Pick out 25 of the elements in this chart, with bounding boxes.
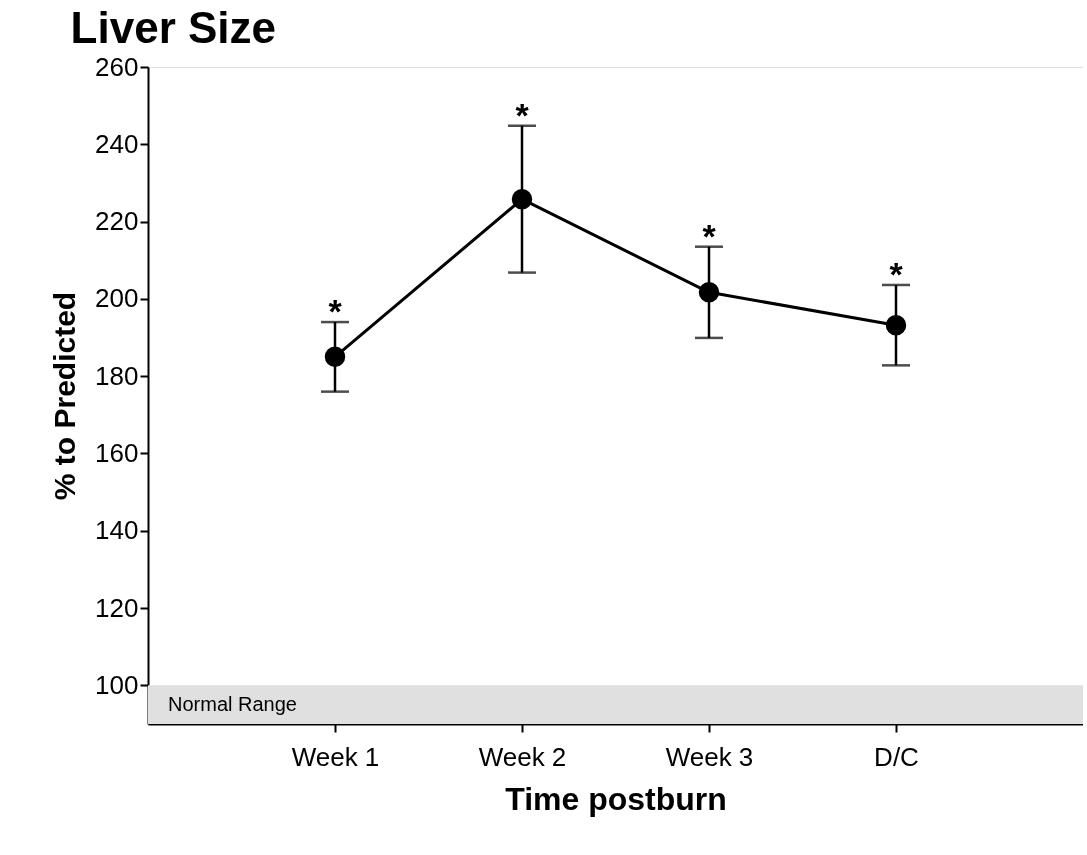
x-axis-title: Time postburn [505,780,727,817]
y-tick-label: 140 [95,515,139,546]
annotation: * [515,95,530,134]
y-axis-title: % to Predicted [48,291,82,501]
y-tick-label: 220 [95,206,139,237]
x-tick-label: Week 2 [478,741,567,772]
y-tick-label: 200 [95,283,139,314]
y-tick-label: 180 [95,360,139,391]
point [511,188,533,210]
x-tick-label: D/C [874,741,919,772]
y-tick-label: 120 [95,592,139,623]
band-label: Normal Range [168,692,297,715]
y-tick-label: 260 [95,51,139,82]
y-tick-label: 240 [95,128,139,159]
chart-title: Liver Size [70,3,277,52]
annotation: * [702,216,717,255]
point [324,346,346,368]
annotation: * [328,292,343,331]
annotation: * [889,254,904,293]
y-tick-label: 160 [95,437,139,468]
point [885,314,907,336]
x-tick-label: Week 3 [665,741,754,772]
point [698,282,720,303]
x-tick-label: Week 1 [291,741,380,772]
y-tick-label: 100 [95,669,139,700]
